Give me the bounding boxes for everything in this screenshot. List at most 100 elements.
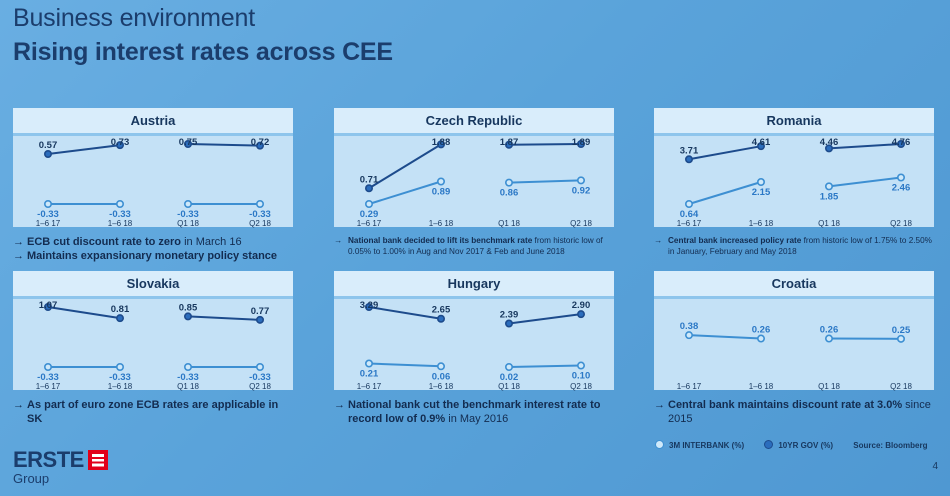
rate-chart: 0.38 0.26 0.26 0.25 1–6 17 1–6 18 Q1 18 Q2 18	[654, 296, 934, 391]
data-label-10yr: 0.81	[111, 304, 130, 315]
data-point-10yr	[505, 319, 514, 328]
data-point-3m	[684, 200, 693, 209]
legend-label-10yr: 10YR GOV (%)	[778, 441, 834, 450]
legend-item-10yr: 10YR GOV (%)	[764, 440, 834, 450]
period-label: 1–6 17	[36, 219, 61, 228]
arrow-right-icon: →	[654, 399, 665, 411]
note-text: in May 2016	[445, 413, 509, 425]
data-point-10yr	[825, 144, 834, 153]
period-label: Q1 18	[498, 219, 520, 228]
country-title: Croatia	[654, 271, 934, 296]
note-item: → Central bank increased policy rate from…	[654, 235, 934, 257]
data-point-3m	[364, 359, 373, 368]
data-point-3m	[897, 334, 906, 343]
rate-chart: 0.57 0.73 0.75 0.72 -0.33 -0.33 -0.33 -0.33 1–6 …	[13, 133, 293, 228]
rate-chart-svg: 3.71 4.61 4.46 4.76 0.64 2.15 1.85 2.46 1–6 17 1–…	[677, 137, 913, 228]
data-point-10yr	[577, 310, 586, 319]
panel-notes: → As part of euro zone ECB rates are appl…	[13, 398, 283, 426]
data-label-10yr: 4.76	[892, 137, 911, 148]
data-point-10yr	[505, 140, 514, 149]
period-label: 1–6 18	[429, 219, 454, 228]
data-point-3m	[757, 334, 766, 343]
data-point-3m	[825, 182, 834, 191]
data-point-3m	[505, 178, 514, 187]
data-label-3m: 0.26	[820, 325, 839, 336]
chart-legend: 3M INTERBANK (%) 10YR GOV (%) Source: Bl…	[655, 440, 928, 450]
note-emphasis: Central bank increased policy rate	[668, 236, 802, 245]
rate-chart-svg: 1.07 0.81 0.85 0.77-0.33 -0.33 -0.33 -0.331–6 …	[36, 300, 272, 391]
series-line-10yr	[828, 143, 902, 150]
data-label-3m: -0.33	[37, 209, 59, 220]
data-label-3m: 0.26	[752, 325, 771, 336]
data-label-10yr: 3.29	[360, 300, 379, 311]
series-line-10yr	[187, 143, 261, 147]
period-label: Q2 18	[570, 382, 592, 391]
data-label-3m: 0.92	[572, 185, 591, 196]
data-point-10yr	[116, 314, 125, 323]
period-label: 1–6 17	[357, 382, 382, 391]
data-point-10yr	[684, 155, 693, 164]
note-emphasis: National bank decided to lift its benchm…	[348, 236, 533, 245]
series-line-10yr	[47, 306, 121, 320]
period-label: Q1 18	[818, 219, 840, 228]
data-label-3m: 0.29	[360, 209, 379, 220]
data-label-3m: 0.06	[432, 371, 451, 382]
data-point-3m	[364, 200, 373, 209]
note-text: in March 16	[181, 236, 242, 248]
legend-marker-3m	[655, 440, 664, 449]
page-title: Rising interest rates across CEE	[13, 38, 393, 66]
arrow-right-icon: →	[13, 236, 24, 248]
data-point-10yr	[184, 140, 193, 149]
arrow-right-icon: →	[334, 236, 343, 245]
country-panel-czech-republic: Czech Republic 0.71 1.88 1.87 1.89 0.29 0.89 0.…	[334, 108, 614, 228]
note-emphasis: As part of euro zone ECB rates are appli…	[27, 399, 279, 425]
note-item: → National bank cut the benchmark interes…	[334, 398, 634, 426]
country-title: Slovakia	[13, 271, 293, 296]
note-emphasis: National bank cut the benchmark interest…	[348, 399, 601, 425]
data-label-3m: -0.33	[249, 372, 271, 383]
note-text: from historic low of 0.05% to 1.00% in A…	[348, 236, 603, 256]
legend-label-3m: 3M INTERBANK (%)	[669, 441, 745, 450]
legend-item-3m: 3M INTERBANK (%)	[655, 440, 745, 450]
period-label: Q2 18	[570, 219, 592, 228]
data-label-10yr: 0.85	[179, 302, 198, 313]
data-label-3m: 0.38	[680, 321, 699, 332]
data-point-3m	[184, 200, 193, 209]
period-label: Q2 18	[890, 382, 912, 391]
data-point-3m	[757, 178, 766, 187]
erste-logo-wordmark: ERSTE	[13, 447, 84, 472]
country-panel-romania: Romania 3.71 4.61 4.46 4.76 0.64 2.15 1.85 2.46 1…	[654, 108, 934, 228]
data-point-3m	[684, 331, 693, 340]
data-label-3m: -0.33	[109, 372, 131, 383]
data-point-3m	[825, 334, 834, 343]
data-point-3m	[577, 361, 586, 370]
rate-chart-svg: 0.57 0.73 0.75 0.72-0.33 -0.33 -0.33 -0.331–6 …	[36, 137, 272, 228]
country-panel-croatia: Croatia 0.38 0.26 0.26 0.25 1–6 17 1–6 18 Q1 18…	[654, 271, 934, 391]
series-line-10yr	[47, 144, 121, 155]
data-point-10yr	[437, 314, 446, 323]
data-point-3m	[184, 363, 193, 372]
panel-notes: → Central bank increased policy rate from…	[654, 235, 934, 257]
data-label-3m: -0.33	[249, 209, 271, 220]
series-line-3m	[688, 181, 762, 205]
data-point-10yr	[757, 142, 766, 151]
legend-source: Source: Bloomberg	[853, 441, 928, 450]
data-label-10yr: 1.87	[500, 137, 519, 148]
data-point-3m	[577, 176, 586, 185]
data-point-3m	[43, 200, 52, 209]
series-line-3m	[368, 180, 442, 205]
data-label-3m: 2.15	[752, 187, 771, 198]
data-point-10yr	[256, 141, 265, 150]
data-point-10yr	[43, 150, 52, 159]
country-panel-austria: Austria 0.57 0.73 0.75 0.72 -0.33 -0.33 -0.33 -0…	[13, 108, 293, 228]
data-point-10yr	[897, 140, 906, 149]
period-label: Q1 18	[498, 382, 520, 391]
period-label: Q1 18	[177, 382, 199, 391]
panel-notes: → ECB cut discount rate to zero in March …	[13, 235, 313, 263]
period-label: Q1 18	[818, 382, 840, 391]
note-emphasis: ECB cut discount rate to zero	[27, 236, 182, 248]
data-label-3m: -0.33	[177, 209, 199, 220]
arrow-right-icon: →	[13, 250, 24, 262]
period-label: 1–6 17	[36, 382, 61, 391]
note-text: since 2015	[668, 399, 931, 425]
